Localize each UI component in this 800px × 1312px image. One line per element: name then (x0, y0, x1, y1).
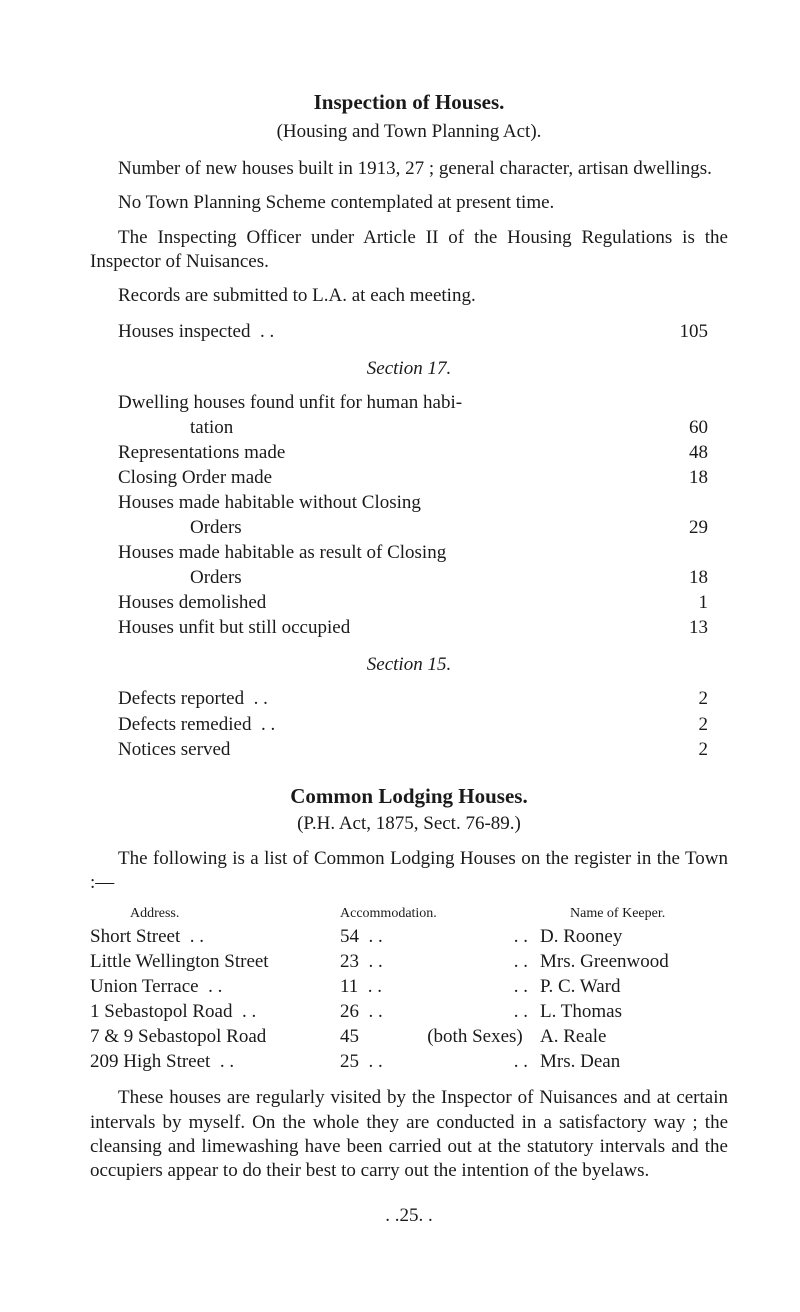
cell-keeper: D. Rooney (540, 924, 728, 949)
stat-label: Closing Order made (90, 465, 668, 490)
stat-label: Houses unfit but still occupied (90, 615, 668, 640)
stat-row: Houses made habitable as result of Closi… (90, 540, 728, 565)
stat-label: Houses inspected . . (90, 319, 668, 344)
stat-label-cont: tation (90, 415, 668, 440)
table-row: 7 & 9 Sebastopol Road 45 (both Sexes) A.… (90, 1024, 728, 1049)
stat-value: 2 (668, 737, 728, 762)
cell-accommodation: 23 . . (340, 949, 410, 974)
cell-extra: . . (410, 924, 540, 949)
cell-keeper: Mrs. Greenwood (540, 949, 728, 974)
stat-row-cont: tation 60 (90, 415, 728, 440)
section-subheading: (P.H. Act, 1875, Sect. 76-89.) (90, 813, 728, 835)
stat-value: 2 (668, 712, 728, 737)
cell-accommodation: 11 . . (340, 974, 410, 999)
cell-accommodation: 25 . . (340, 1049, 410, 1074)
stat-row: Notices served 2 (90, 737, 728, 762)
stat-row: Houses unfit but still occupied 13 (90, 615, 728, 640)
stat-value: 105 (668, 319, 728, 344)
col-header-keeper: Name of Keeper. (540, 905, 728, 923)
cell-accommodation: 26 . . (340, 999, 410, 1024)
cell-keeper: L. Thomas (540, 999, 728, 1024)
stat-value: 1 (668, 590, 728, 615)
cell-keeper: P. C. Ward (540, 974, 728, 999)
stat-value: 13 (668, 615, 728, 640)
paragraph: No Town Planning Scheme contemplated at … (90, 191, 728, 215)
section-17-list: Dwelling houses found unfit for human ha… (90, 390, 728, 641)
stat-value: 29 (668, 515, 728, 540)
stat-row-cont: Orders 29 (90, 515, 728, 540)
table-row: Short Street . . 54 . . . . D. Rooney (90, 924, 728, 949)
stat-label: Defects reported . . (90, 686, 668, 711)
page-title: Inspection of Houses. (90, 90, 728, 115)
page-number: . .25. . (90, 1205, 728, 1227)
section-label: Section 15. (90, 654, 728, 676)
stat-value: 18 (668, 465, 728, 490)
stat-label: Houses demolished (90, 590, 668, 615)
cell-accommodation: 45 (340, 1024, 410, 1049)
stat-row: Closing Order made 18 (90, 465, 728, 490)
stat-label: Houses made habitable as result of Closi… (90, 540, 668, 565)
col-header-address: Address. (90, 905, 340, 923)
cell-extra: (both Sexes) (410, 1024, 540, 1049)
stat-row: Dwelling houses found unfit for human ha… (90, 390, 728, 415)
paragraph: The Inspecting Officer under Article II … (90, 226, 728, 275)
stat-value: 48 (668, 440, 728, 465)
col-header-accommodation: Accommodation. (340, 905, 540, 923)
stat-value: 2 (668, 686, 728, 711)
cell-extra: . . (410, 1049, 540, 1074)
stat-label-cont: Orders (90, 565, 668, 590)
stat-value: 60 (668, 415, 728, 440)
stat-value: 18 (668, 565, 728, 590)
stat-row: Representations made 48 (90, 440, 728, 465)
cell-address: Short Street . . (90, 924, 340, 949)
paragraph: The following is a list of Common Lodgin… (90, 847, 728, 896)
lodging-table: Address. Accommodation. Name of Keeper. … (90, 905, 728, 1074)
stat-row: Houses made habitable without Closing (90, 490, 728, 515)
table-row: 209 High Street . . 25 . . . . Mrs. Dean (90, 1049, 728, 1074)
page: Inspection of Houses. (Housing and Town … (0, 0, 800, 1312)
cell-address: 7 & 9 Sebastopol Road (90, 1024, 340, 1049)
stat-label: Defects remedied . . (90, 712, 668, 737)
stat-row: Houses inspected . . 105 (90, 319, 728, 344)
section-15-list: Defects reported . . 2 Defects remedied … (90, 686, 728, 761)
cell-extra: . . (410, 949, 540, 974)
stat-label: Representations made (90, 440, 668, 465)
stat-label-cont: Orders (90, 515, 668, 540)
stat-row-cont: Orders 18 (90, 565, 728, 590)
table-header: Address. Accommodation. Name of Keeper. (90, 905, 728, 923)
table-row: Little Wellington Street 23 . . . . Mrs.… (90, 949, 728, 974)
stat-label: Houses made habitable without Closing (90, 490, 668, 515)
stat-row: Defects remedied . . 2 (90, 712, 728, 737)
stat-row: Defects reported . . 2 (90, 686, 728, 711)
cell-accommodation: 54 . . (340, 924, 410, 949)
paragraph: Number of new houses built in 1913, 27 ;… (90, 157, 728, 181)
cell-keeper: A. Reale (540, 1024, 728, 1049)
table-row: 1 Sebastopol Road . . 26 . . . . L. Thom… (90, 999, 728, 1024)
cell-address: Little Wellington Street (90, 949, 340, 974)
cell-extra: . . (410, 974, 540, 999)
paragraph: Records are submitted to L.A. at each me… (90, 284, 728, 308)
cell-address: 209 High Street . . (90, 1049, 340, 1074)
section-heading: Common Lodging Houses. (90, 784, 728, 809)
stat-label: Notices served (90, 737, 668, 762)
section-label: Section 17. (90, 358, 728, 380)
cell-address: 1 Sebastopol Road . . (90, 999, 340, 1024)
stat-label: Dwelling houses found unfit for human ha… (90, 390, 668, 415)
stat-row: Houses demolished 1 (90, 590, 728, 615)
cell-address: Union Terrace . . (90, 974, 340, 999)
paragraph: These houses are regularly visited by th… (90, 1086, 728, 1183)
page-subtitle: (Housing and Town Planning Act). (90, 121, 728, 143)
cell-extra: . . (410, 999, 540, 1024)
cell-keeper: Mrs. Dean (540, 1049, 728, 1074)
table-row: Union Terrace . . 11 . . . . P. C. Ward (90, 974, 728, 999)
